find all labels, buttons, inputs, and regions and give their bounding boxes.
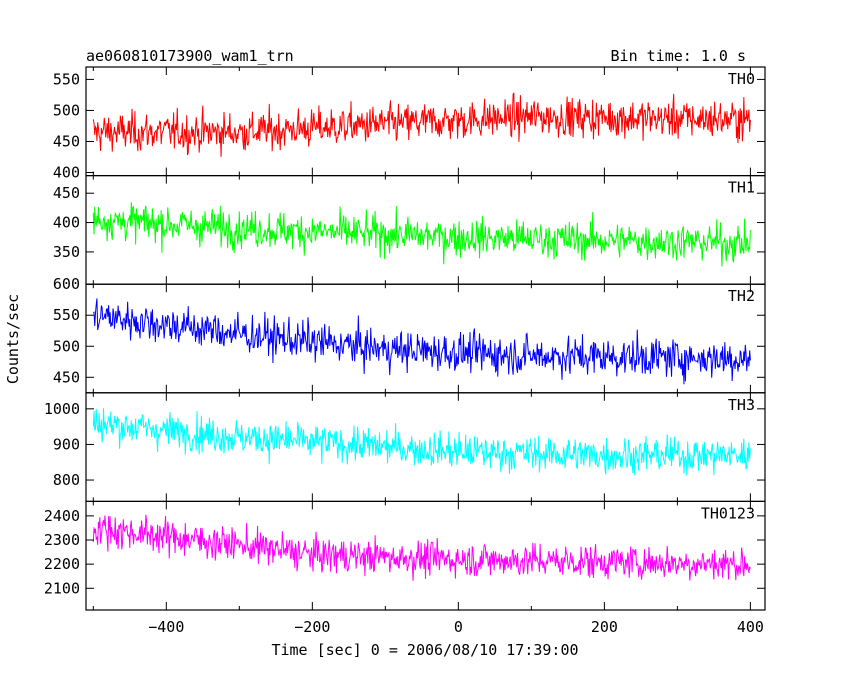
y-tick-label: 450	[53, 184, 80, 202]
series-line-th1	[92, 202, 751, 267]
x-axis-label: Time [sec] 0 = 2006/08/10 17:39:00	[271, 641, 578, 659]
y-tick-label: 900	[53, 435, 80, 453]
y-tick-label: 500	[53, 337, 80, 355]
series-line-th0123	[92, 514, 751, 581]
y-tick-label: 450	[53, 132, 80, 150]
x-tick-label: 200	[591, 618, 618, 636]
panel-th0: 400 450 500 550 TH0	[53, 66, 766, 181]
chart-title-right: Bin time: 1.0 s	[611, 47, 746, 65]
y-tick-label: 550	[53, 306, 80, 324]
panel-frame	[85, 500, 766, 611]
y-tick-label: 2100	[44, 579, 80, 597]
panel-label-th2: TH2	[728, 287, 755, 305]
panel-th2: 450 500 550 600 TH2	[53, 275, 766, 394]
panel-label-th0: TH0	[728, 70, 755, 88]
series-line-th0	[92, 92, 751, 157]
x-tick-label: 400	[737, 618, 764, 636]
y-tick-label: 800	[53, 471, 80, 489]
panel-th1: 350 400 450 TH1	[53, 175, 766, 285]
y-tick-label: 2300	[44, 531, 80, 549]
y-tick-label: 400	[53, 163, 80, 181]
y-tick-label: 2200	[44, 555, 80, 573]
panel-th3: 800 900 1000 TH3	[44, 392, 766, 502]
x-tick-label: −400	[148, 618, 184, 636]
y-axis-label: Counts/sec	[4, 294, 22, 384]
y-tick-label: 600	[53, 275, 80, 293]
x-tick-label: 0	[454, 618, 463, 636]
series-line-th3	[92, 408, 751, 476]
y-tick-label: 400	[53, 214, 80, 232]
chart-title-left: ae060810173900_wam1_trn	[86, 47, 294, 65]
y-tick-label: 2400	[44, 507, 80, 525]
y-tick-label: 450	[53, 368, 80, 386]
y-tick-label: 550	[53, 70, 80, 88]
series-line-th2	[93, 298, 751, 385]
y-tick-label: 1000	[44, 400, 80, 418]
x-tick-label: −200	[294, 618, 330, 636]
panels-group: 400 450 500 550 TH0 350 400 450 TH1 450 500 550 600 T…	[44, 66, 766, 611]
panel-label-th0123: TH0123	[701, 504, 755, 522]
panel-frame	[85, 283, 766, 394]
y-tick-label: 350	[53, 243, 80, 261]
x-axis: −400 −200 0 200 400	[148, 618, 764, 636]
panel-label-th1: TH1	[728, 179, 755, 197]
y-tick-label: 500	[53, 101, 80, 119]
panel-label-th3: TH3	[728, 396, 755, 414]
panel-th0123: 2100 2200 2300 2400 TH0123	[44, 500, 766, 611]
